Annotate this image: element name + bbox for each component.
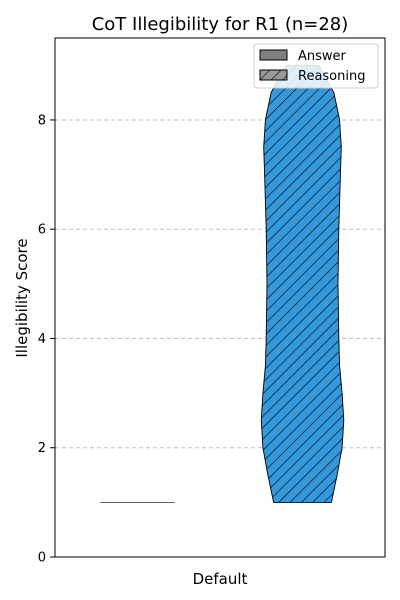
y-tick-label: 6 [38,223,46,238]
legend-swatch-answer [259,49,288,61]
legend-label-answer: Answer [298,49,347,64]
legend: Answer Reasoning [253,43,379,89]
y-tick-label: 0 [38,551,46,566]
y-tick-label: 8 [38,113,46,128]
y-axis-ticks: 0 2 4 6 8 [38,113,55,566]
violins [100,64,345,503]
legend-label-reasoning: Reasoning [298,69,365,84]
y-tick-label: 4 [38,332,46,347]
x-axis-label: Default [193,570,248,588]
y-tick-label: 2 [38,441,46,456]
legend-swatch-reasoning-hatch [259,69,288,81]
y-axis-label: Illegibility Score [13,238,31,357]
violin-reasoning-hatch [260,64,345,503]
plot-frame [54,37,386,558]
chart-title: CoT Illegibility for R1 (n=28) [92,14,349,35]
